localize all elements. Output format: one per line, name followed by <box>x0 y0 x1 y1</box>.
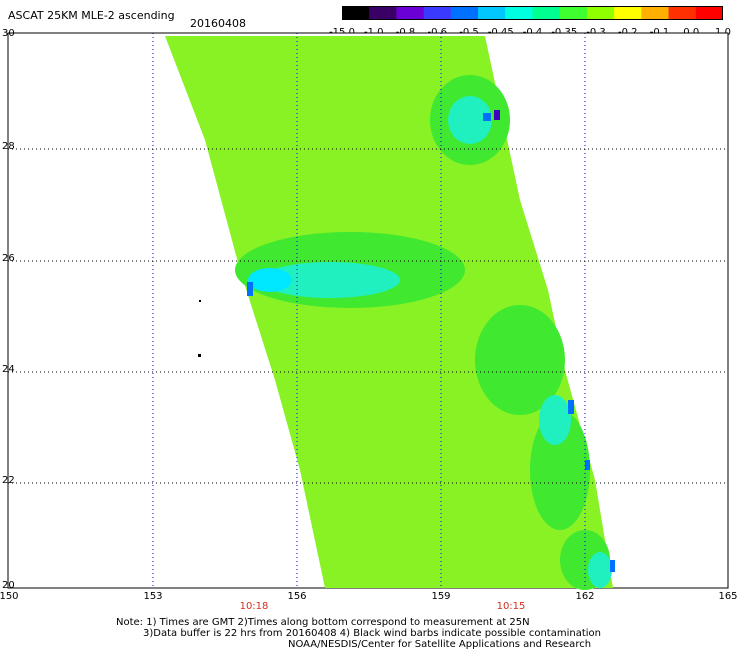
lon-label-156: 156 <box>287 591 307 602</box>
colorbar-segment <box>614 6 642 20</box>
colorbar-segment <box>342 6 370 20</box>
time-label-2: 10:15 <box>496 601 526 612</box>
lat-lon-grid <box>8 32 728 588</box>
cyan-zone <box>539 395 571 445</box>
lat-label-24: 24 <box>2 364 15 375</box>
low-value-zone <box>530 410 590 530</box>
low-value-spot <box>585 460 590 470</box>
wind-barb-marker <box>199 300 201 302</box>
ascat-swath <box>165 36 615 590</box>
wind-barb-marker <box>198 354 201 357</box>
colorbar-segment <box>695 6 723 20</box>
lon-label-150: 150 <box>0 591 19 602</box>
note-line-2: 3)Data buffer is 22 hrs from 20160408 4)… <box>143 628 601 639</box>
low-value-spot <box>610 560 615 572</box>
colorbar-segment <box>450 6 479 20</box>
cyan-zone <box>260 262 400 298</box>
low-value-spot <box>494 110 500 120</box>
lon-label-162: 162 <box>575 591 595 602</box>
lat-label-28: 28 <box>2 141 15 152</box>
note-line-1: Note: 1) Times are GMT 2)Times along bot… <box>116 617 530 628</box>
low-value-spot <box>247 282 253 296</box>
product-date: 20160408 <box>190 17 246 30</box>
cyan-zone <box>588 552 612 588</box>
lon-label-165: 165 <box>718 591 738 602</box>
colorbar-segment <box>559 6 588 20</box>
colorbar-segment <box>396 6 425 20</box>
low-value-zone <box>475 305 565 415</box>
cyan-zone <box>448 96 492 144</box>
lat-label-20: 20 <box>2 580 15 591</box>
swath-area <box>165 36 613 588</box>
colorbar-segment <box>369 6 397 20</box>
note-line-3: NOAA/NESDIS/Center for Satellite Applica… <box>288 639 592 650</box>
colorbar-segment <box>478 6 506 20</box>
low-value-spot <box>568 400 574 414</box>
lon-label-159: 159 <box>431 591 451 602</box>
colorbar <box>342 6 723 20</box>
colorbar-segment <box>668 6 697 20</box>
colorbar-segment <box>423 6 452 20</box>
lat-label-26: 26 <box>2 253 15 264</box>
lon-label-153: 153 <box>143 591 163 602</box>
lat-label-22: 22 <box>2 475 15 486</box>
cyan-zone <box>248 268 292 292</box>
colorbar-segment <box>586 6 615 20</box>
time-label-1: 10:18 <box>239 601 269 612</box>
colorbar-segment <box>641 6 670 20</box>
low-value-spot <box>483 113 491 121</box>
lat-label-30: 30 <box>2 28 15 39</box>
colorbar-segment <box>505 6 533 20</box>
product-title: ASCAT 25KM MLE-2 ascending <box>8 9 175 22</box>
colorbar-segment <box>532 6 561 20</box>
